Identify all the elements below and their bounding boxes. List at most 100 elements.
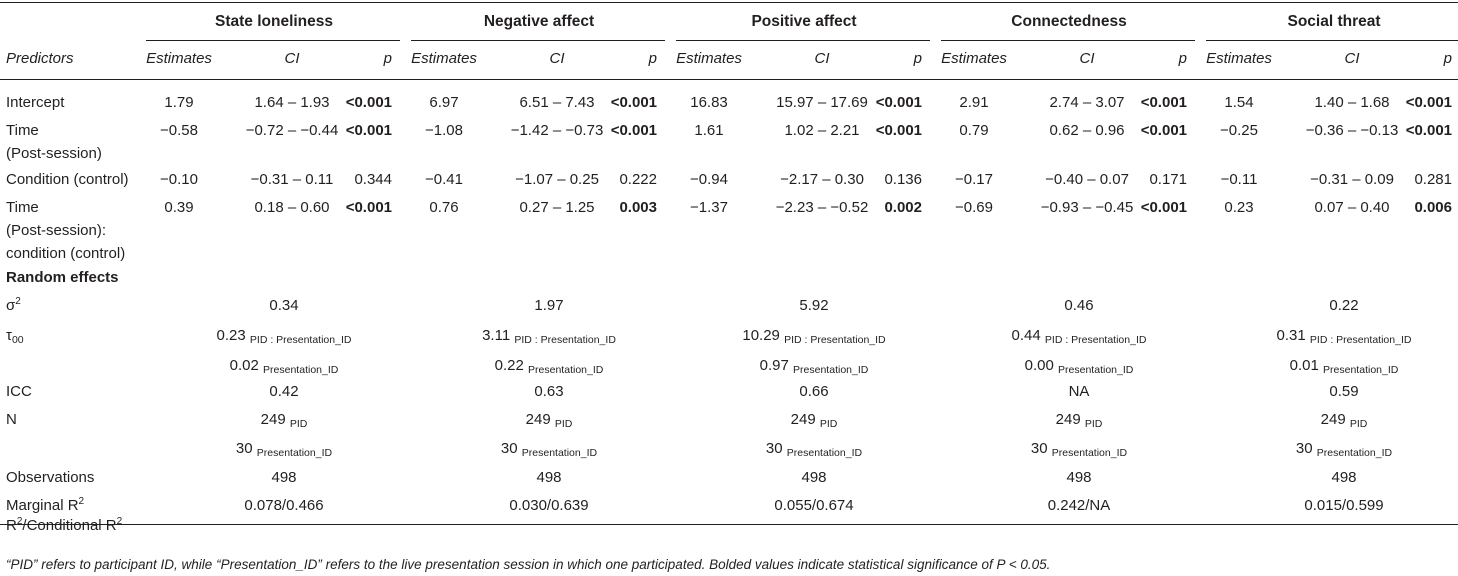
random-effect-label: σ2 [6, 297, 21, 315]
estimate-value: 0.23 [1224, 199, 1254, 216]
value-subscript: Presentation_ID [1323, 364, 1399, 376]
value-subscript: PID [819, 418, 838, 430]
random-effect-value: 0.00 Presentation_ID [1025, 357, 1134, 375]
value-text: 0.46 [1064, 297, 1094, 314]
label-superscript: 2 [15, 296, 21, 307]
predictor-label: Intercept [6, 94, 65, 111]
group-header: State loneliness [214, 13, 334, 30]
value-text: NA [1068, 383, 1090, 400]
group-underline [411, 40, 665, 41]
random-effect-value: 30 Presentation_ID [766, 440, 862, 458]
value-text: 249 [1055, 411, 1081, 428]
p-value: 0.344 [354, 171, 392, 188]
p-header: p [1178, 50, 1187, 67]
p-value: 0.003 [619, 199, 657, 216]
group-header: Social threat [1287, 13, 1381, 30]
random-effect-value: 0.22 [1329, 297, 1358, 315]
label-text: Marginal R [6, 497, 79, 514]
p-header: p [383, 50, 392, 67]
random-effect-value: 249 PID [526, 411, 573, 429]
random-effect-label: τ00 [6, 327, 24, 345]
value-text: 498 [1331, 469, 1357, 486]
ci-value: −2.17 – 0.30 [780, 171, 864, 188]
p-header: p [913, 50, 922, 67]
value-text: 249 [1320, 411, 1346, 428]
random-effect-value: 0.23 PID : Presentation_ID [217, 327, 352, 345]
random-effect-value: 0.44 PID : Presentation_ID [1012, 327, 1147, 345]
estimate-value: −1.08 [425, 122, 463, 139]
estimate-value: −0.69 [955, 199, 993, 216]
estimate-value: −0.10 [160, 171, 198, 188]
table-footnote: “PID” refers to participant ID, while “P… [6, 557, 1051, 572]
estimate-value: −1.37 [690, 199, 728, 216]
random-effect-value: 249 PID [261, 411, 308, 429]
random-effect-value: 498 [801, 469, 826, 487]
ci-value: −1.07 – 0.25 [515, 171, 599, 188]
value-text: 0.055/0.674 [774, 497, 854, 514]
ci-value: −0.40 – 0.07 [1045, 171, 1129, 188]
value-text: 249 [260, 411, 286, 428]
value-text: 0.00 [1024, 357, 1054, 374]
p-value: 0.002 [884, 199, 922, 216]
group-underline [146, 40, 400, 41]
ci-value: −0.31 – 0.09 [1310, 171, 1394, 188]
label-superscript: 2 [78, 496, 85, 507]
random-effect-value: 0.242/NA [1048, 497, 1111, 515]
group-underline [676, 40, 930, 41]
ci-value: 2.74 – 3.07 [1049, 94, 1125, 111]
ci-value: −0.72 – −0.44 [245, 122, 339, 139]
estimate-value: −0.58 [160, 122, 198, 139]
value-subscript: Presentation_ID [1051, 447, 1128, 459]
label-subscript: 00 [11, 334, 24, 346]
value-subscript: Presentation_ID [786, 447, 863, 459]
ci-value: −0.31 – 0.11 [250, 171, 334, 188]
ci-header: CI [284, 50, 300, 67]
random-effect-value: 0.34 [269, 297, 298, 315]
value-subscript: Presentation_ID [1316, 447, 1393, 459]
random-effect-value: 0.01 Presentation_ID [1290, 357, 1399, 375]
label-text: N [6, 411, 17, 428]
random-effect-value: 0.055/0.674 [774, 497, 853, 515]
estimate-value: 1.61 [694, 122, 724, 139]
p-value: <0.001 [875, 122, 922, 139]
p-value: <0.001 [1140, 122, 1187, 139]
value-text: 498 [801, 469, 827, 486]
ci-value: −1.42 – −0.73 [510, 122, 604, 139]
label-part: /Conditional R [22, 517, 117, 534]
estimates-header: Estimates [676, 50, 742, 67]
value-text: 1.97 [534, 297, 564, 314]
random-effect-value: 30 Presentation_ID [236, 440, 332, 458]
estimates-header: Estimates [411, 50, 477, 67]
p-value: <0.001 [610, 122, 657, 139]
p-value: 0.136 [884, 171, 922, 188]
random-effect-value: 1.97 [534, 297, 563, 315]
p-value: <0.001 [875, 94, 922, 111]
label-text: σ [6, 297, 16, 314]
p-value: <0.001 [1405, 122, 1452, 139]
predictor-label: condition (control) [6, 245, 126, 262]
random-effect-value: 0.31 PID : Presentation_ID [1277, 327, 1412, 345]
value-text: 498 [1066, 469, 1092, 486]
label-part: R [6, 517, 17, 534]
value-subscript: PID [554, 418, 573, 430]
p-value: <0.001 [1140, 94, 1187, 111]
random-effect-label: Marginal R2 [6, 497, 84, 515]
value-subscript: PID [1349, 418, 1368, 430]
random-effect-value: 249 PID [1321, 411, 1368, 429]
value-subscript: PID : Presentation_ID [1044, 334, 1147, 346]
value-text: 0.44 [1011, 327, 1041, 344]
estimate-value: −0.25 [1220, 122, 1258, 139]
value-subscript: PID : Presentation_ID [1309, 334, 1412, 346]
value-text: 0.078/0.466 [244, 497, 324, 514]
random-effect-value: 0.22 Presentation_ID [495, 357, 604, 375]
p-value: <0.001 [1140, 199, 1187, 216]
random-effect-value: 498 [536, 469, 561, 487]
p-value: <0.001 [610, 94, 657, 111]
p-header: p [1443, 50, 1452, 67]
value-text: 5.92 [799, 297, 829, 314]
estimate-value: 1.54 [1224, 94, 1254, 111]
predictor-label: Time [6, 122, 39, 139]
random-effect-value: 0.46 [1064, 297, 1093, 315]
random-effect-value: 0.97 Presentation_ID [760, 357, 869, 375]
random-effect-value: 0.59 [1329, 383, 1358, 401]
